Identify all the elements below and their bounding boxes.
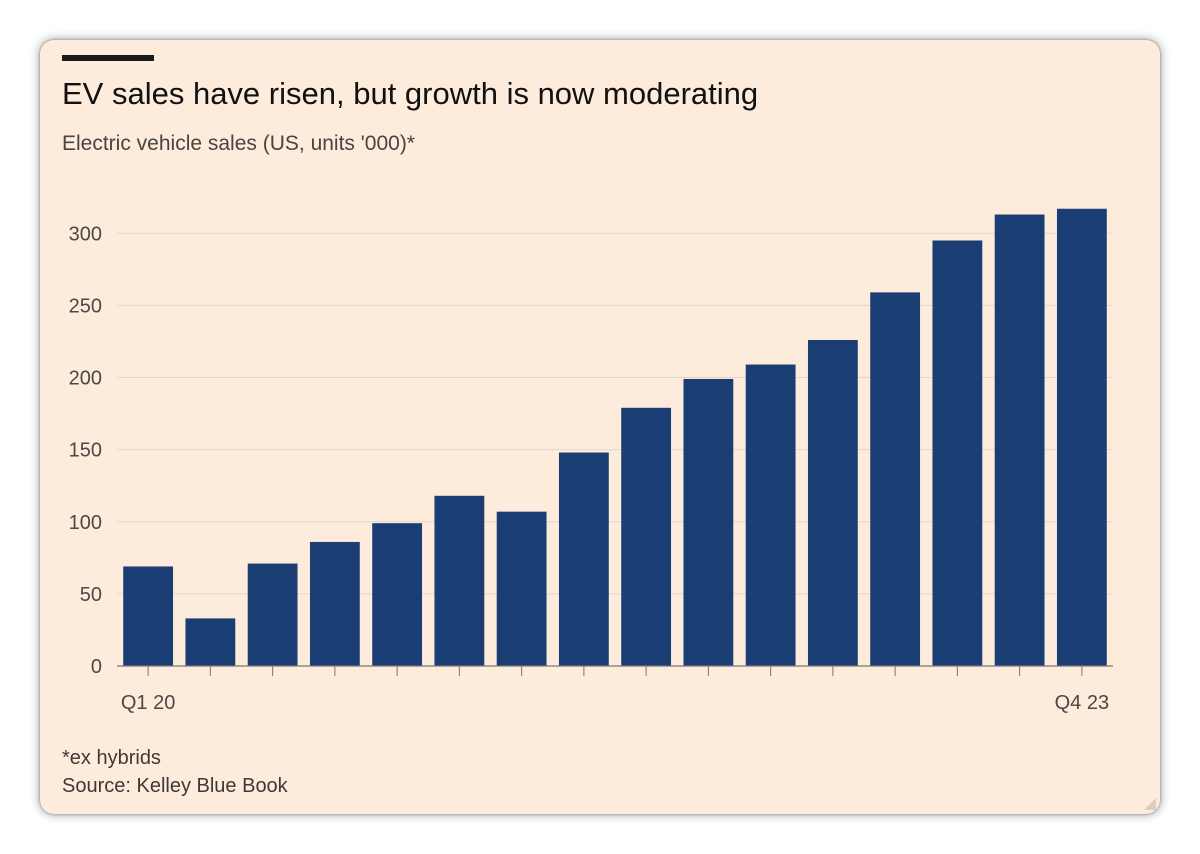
y-tick-label: 50: [80, 584, 102, 606]
y-tick-label: 200: [69, 368, 102, 390]
y-tick-label: 250: [69, 295, 102, 317]
bar: [621, 407, 672, 666]
bar: [185, 618, 236, 666]
x-axis: [117, 665, 1113, 676]
y-axis-labels: 0 50 100 150 200 250 300: [69, 223, 102, 678]
bar: [870, 292, 921, 666]
footnote: *ex hybrids: [62, 747, 161, 769]
bar: [745, 364, 796, 666]
chart-card: EV sales have risen, but growth is now m…: [40, 40, 1160, 814]
x-tick-label: Q4 23: [1055, 692, 1109, 714]
bar: [372, 523, 423, 666]
x-tick-label: Q1 20: [121, 692, 175, 714]
bar: [434, 495, 485, 666]
bar: [123, 566, 174, 666]
bar: [496, 511, 547, 666]
bar: [683, 378, 734, 666]
bar: [309, 541, 360, 666]
y-tick-label: 0: [91, 656, 102, 678]
source-note: Source: Kelley Blue Book: [62, 775, 288, 797]
y-tick-label: 150: [69, 440, 102, 462]
bar-chart: 0 50 100 150 200 250 300 Q1 20 Q4 23: [69, 208, 1113, 714]
bar: [932, 240, 983, 666]
bar: [1056, 208, 1107, 666]
y-tick-label: 300: [69, 223, 102, 245]
x-axis-labels: Q1 20 Q4 23: [121, 692, 1109, 714]
bar: [558, 452, 609, 666]
y-tick-label: 100: [69, 512, 102, 534]
bar: [247, 563, 298, 666]
bar: [807, 340, 858, 666]
chart-subtitle: Electric vehicle sales (US, units '000)*: [62, 132, 415, 155]
resize-grip-icon: [1144, 798, 1156, 810]
bar: [994, 214, 1045, 666]
chart-title: EV sales have risen, but growth is now m…: [62, 76, 759, 111]
bars: [123, 208, 1107, 666]
header-rule: [62, 55, 154, 61]
